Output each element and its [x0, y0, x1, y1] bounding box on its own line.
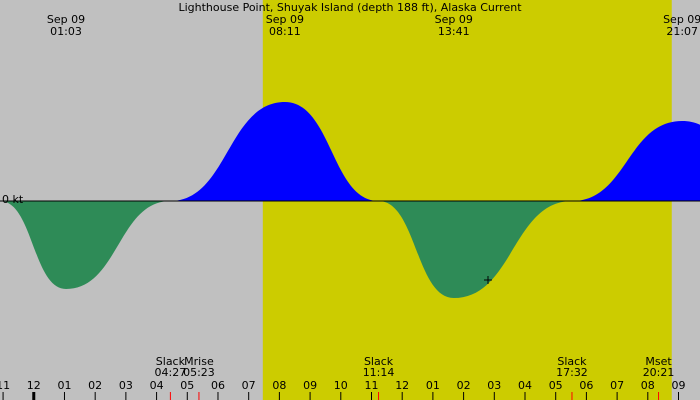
x-tick-label: 03 [487, 379, 501, 392]
event-name: Mrise [184, 355, 214, 368]
x-tick-label: 12 [395, 379, 409, 392]
extreme-time: 21:07 [666, 25, 698, 38]
x-tick-label: 02 [88, 379, 102, 392]
event-name: Mset [645, 355, 672, 368]
x-tick-label: 08 [272, 379, 286, 392]
extreme-time: 01:03 [50, 25, 82, 38]
x-tick-label: 02 [457, 379, 471, 392]
x-tick-label: 11 [0, 379, 10, 392]
extreme-time: 08:11 [269, 25, 301, 38]
x-tick-label: 04 [518, 379, 532, 392]
x-tick-label: 06 [211, 379, 225, 392]
event-time: 05:23 [183, 366, 215, 379]
x-tick-label: 06 [579, 379, 593, 392]
x-tick-label: 01 [426, 379, 440, 392]
ebb-area [0, 201, 700, 298]
extreme-date: Sep 09 [47, 13, 85, 26]
event-name: Slack [364, 355, 394, 368]
x-tick-label: 12 [27, 379, 41, 392]
x-tick-label: 05 [549, 379, 563, 392]
event-time: 17:32 [556, 366, 588, 379]
zero-label: 0 kt [2, 193, 24, 206]
x-tick-label: 05 [180, 379, 194, 392]
cursor [484, 276, 492, 284]
event-time: 11:14 [363, 366, 395, 379]
x-tick-label: 11 [364, 379, 378, 392]
x-tick-label: 03 [119, 379, 133, 392]
x-tick-label: 08 [641, 379, 655, 392]
extreme-time: 13:41 [438, 25, 470, 38]
x-tick-label: 09 [672, 379, 686, 392]
event-time: 20:21 [643, 366, 675, 379]
flood-area [0, 102, 700, 201]
x-tick-label: 09 [303, 379, 317, 392]
extreme-date: Sep 09 [266, 13, 304, 26]
x-tick-label: 07 [242, 379, 256, 392]
x-tick-label: 10 [334, 379, 348, 392]
extreme-date: Sep 09 [663, 13, 700, 26]
extreme-date: Sep 09 [435, 13, 473, 26]
x-tick-label: 04 [150, 379, 164, 392]
event-name: Slack [156, 355, 186, 368]
x-tick-label: 01 [57, 379, 71, 392]
x-tick-label: 07 [610, 379, 624, 392]
event-name: Slack [557, 355, 587, 368]
chart-title: Lighthouse Point, Shuyak Island (depth 1… [178, 1, 522, 14]
event-time: 04:27 [155, 366, 187, 379]
